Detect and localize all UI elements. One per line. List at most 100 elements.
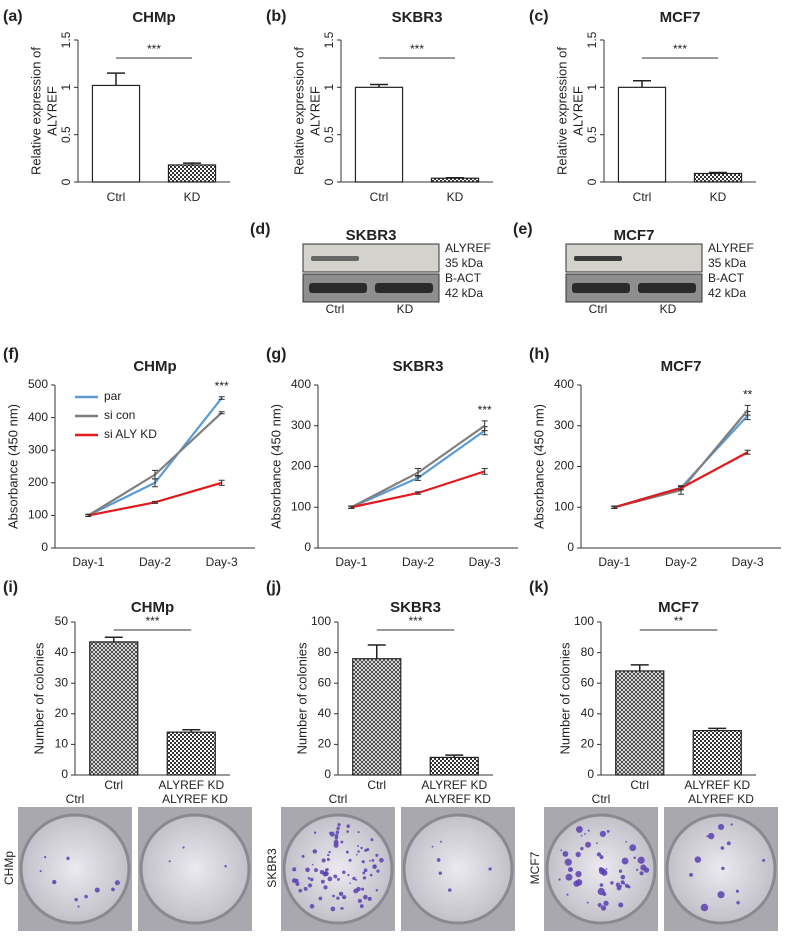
x-tick-label: Day-3 [469, 555, 501, 569]
colony [333, 839, 339, 845]
colony [295, 881, 300, 886]
colony [587, 829, 590, 832]
colony [439, 840, 442, 843]
chart-title: SKBR3 [392, 9, 443, 26]
x-tick-label: Day-3 [206, 555, 238, 569]
y-tick-label: 0 [61, 767, 68, 781]
bar [693, 172, 743, 183]
band-size: 42 kDa [445, 286, 483, 300]
colony [370, 838, 374, 842]
colony [360, 846, 363, 850]
cell-line-label: MCF7 [528, 851, 542, 884]
band-name: ALYREF [708, 241, 754, 255]
colony [342, 895, 347, 900]
colony [352, 876, 356, 881]
error-bar [481, 468, 488, 475]
colony [303, 886, 308, 891]
colony [168, 860, 171, 863]
colony [335, 830, 340, 834]
colony [599, 830, 606, 838]
colony [605, 868, 608, 870]
error-bar [370, 83, 388, 88]
error-bar [630, 664, 649, 671]
plate-dish [139, 813, 251, 925]
y-axis-label: Absorbance (450 nm) [531, 404, 546, 529]
y-tick-label: 0 [322, 178, 336, 185]
colony [616, 885, 622, 891]
y-tick-label: 40 [55, 645, 69, 659]
colony [362, 871, 366, 875]
y-axis-label: Relative expression of [554, 47, 569, 175]
plate-label: Ctrl [66, 792, 85, 806]
colony [560, 849, 563, 852]
blot-band [572, 283, 630, 293]
y-tick-label: 0 [41, 540, 48, 554]
y-tick-label: 10 [55, 737, 69, 751]
colony [374, 865, 377, 868]
panel-label: (k) [529, 579, 549, 596]
colony [114, 880, 120, 886]
x-tick-label: Day-1 [598, 555, 630, 569]
panel-label: (a) [3, 8, 23, 25]
y-tick-label: 0.5 [322, 126, 336, 143]
colony [346, 824, 350, 828]
y-tick-label: 0.5 [585, 126, 599, 143]
y-tick-label: 100 [311, 614, 331, 628]
x-tick-label: ALYREF KD [158, 778, 224, 792]
y-axis-label: Absorbance (450 nm) [268, 404, 283, 529]
colony [224, 865, 227, 868]
colony [332, 894, 335, 898]
colony [336, 896, 340, 900]
colony [597, 902, 602, 908]
error-bar [218, 411, 225, 415]
y-tick-label: 20 [55, 706, 69, 720]
colony [643, 867, 650, 873]
panel-label: (g) [266, 346, 286, 363]
colony [318, 896, 323, 901]
colony [348, 858, 352, 862]
error-bar [152, 500, 158, 504]
colony [694, 856, 702, 863]
plate-dish [665, 813, 777, 925]
y-tick-label: 80 [581, 645, 595, 659]
colony [707, 832, 715, 840]
colony [311, 863, 314, 866]
colony [315, 849, 318, 852]
chart-title: CHMp [131, 599, 174, 616]
y-tick-label: 1 [585, 84, 599, 91]
colony [562, 851, 569, 857]
colony [84, 894, 88, 899]
colony [558, 878, 561, 881]
band-name: B-ACT [445, 271, 482, 285]
error-bar [678, 485, 684, 491]
significance: *** [215, 379, 229, 393]
cell-line-label: SKBR3 [265, 848, 279, 888]
colony [334, 833, 339, 838]
error-bar [218, 479, 225, 486]
y-tick-label: 500 [28, 377, 48, 391]
colony [596, 842, 598, 845]
colony [313, 831, 317, 834]
significance: *** [408, 614, 422, 628]
colony [330, 906, 336, 912]
colony [336, 826, 340, 831]
colony [618, 869, 623, 873]
blot-band [309, 283, 367, 293]
bar [617, 86, 667, 183]
colony [355, 878, 358, 881]
y-axis-label: Number of colonies [31, 642, 46, 754]
x-tick-label: Ctrl [370, 190, 389, 204]
error-bar [633, 79, 651, 88]
colony [349, 882, 351, 884]
colony [488, 867, 492, 871]
error-bar [709, 171, 727, 174]
error-bar [481, 420, 488, 432]
plate-label: Ctrl [592, 792, 611, 806]
colony [340, 906, 344, 910]
colony [575, 870, 582, 878]
colony [355, 853, 358, 856]
chart-title: MCF7 [658, 599, 699, 616]
legend-label: si ALY KD [104, 427, 157, 441]
bar [89, 641, 139, 776]
